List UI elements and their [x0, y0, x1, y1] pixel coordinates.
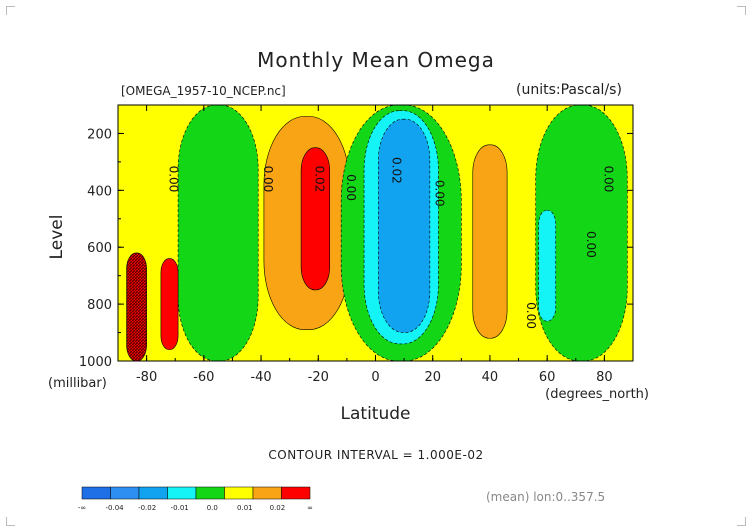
colorbar-label: 0.01 — [237, 504, 253, 512]
colorbar-swatch — [224, 486, 254, 500]
corner-mark-top-right — [737, 6, 746, 15]
x-axis-units: (degrees_north) — [545, 387, 649, 402]
y-axis-units: (millibar) — [48, 376, 107, 391]
descent_core_south — [300, 147, 331, 291]
ascent_band_midlat_north — [535, 105, 628, 361]
contour-label: 0.00 — [344, 174, 358, 201]
contour-label: 0.02 — [390, 157, 404, 184]
x-tick-label: -20 — [308, 370, 329, 385]
colorbar-label: 0.02 — [270, 504, 286, 512]
x-tick-label: -60 — [193, 370, 214, 385]
file-label: [OMEGA_1957-10_NCEP.nc] — [121, 84, 286, 98]
x-tick-label: -80 — [136, 370, 157, 385]
contour-label: 0.00 — [261, 166, 275, 193]
corner-mark-bottom-left — [6, 517, 15, 526]
descent_polar_south — [160, 258, 179, 350]
mean-longitude-note: (mean) lon:0..357.5 — [486, 490, 606, 504]
colorbar-swatch — [252, 486, 282, 500]
y-tick-label: 800 — [87, 298, 112, 313]
y-tick-label: 600 — [87, 241, 112, 256]
x-tick-label: 0 — [371, 370, 379, 385]
colorbar-label: 0.0 — [207, 504, 218, 512]
x-tick-label: 20 — [424, 370, 441, 385]
y-tick-label: 400 — [87, 184, 112, 199]
descent_polar_south_edge — [126, 252, 147, 361]
colorbar-swatch — [81, 486, 111, 500]
corner-mark-bottom-right — [737, 517, 746, 526]
colorbar-label: -0.04 — [106, 504, 125, 512]
contour-interval-note: CONTOUR INTERVAL = 1.000E-02 — [268, 448, 484, 462]
filled-contours — [118, 105, 633, 361]
contour-label: 0.00 — [601, 166, 615, 193]
colorbar-swatch — [138, 486, 168, 500]
colorbar-label: ∞ — [307, 504, 313, 512]
contour-label: 0.00 — [524, 302, 538, 329]
units-label: (units:Pascal/s) — [516, 82, 622, 98]
contour-label: 0.02 — [312, 166, 326, 193]
colorbar-label: -∞ — [78, 504, 86, 512]
x-tick-label: 80 — [596, 370, 613, 385]
colorbar-swatch — [110, 486, 140, 500]
descent_cell_north — [472, 144, 508, 339]
contour-label: 0.00 — [167, 166, 181, 193]
y-axis-label: Level — [47, 215, 67, 260]
chart-title: Monthly Mean Omega — [257, 48, 495, 72]
x-tick-label: 60 — [539, 370, 556, 385]
x-tick-label: -40 — [250, 370, 271, 385]
ascent_max_equatorial — [378, 118, 431, 333]
contour-label: 0.00 — [584, 231, 598, 258]
colorbar-swatch — [281, 486, 311, 500]
colorbar-swatch — [167, 486, 197, 500]
corner-mark-top-left — [6, 6, 15, 15]
x-axis-label: Latitude — [341, 404, 411, 424]
ascent_band_midlat_south — [177, 105, 259, 361]
ascent_core_north — [538, 209, 557, 322]
colorbar-swatch — [195, 486, 225, 500]
y-tick-label: 200 — [87, 127, 112, 142]
contour-label: 0.00 — [433, 180, 447, 207]
y-tick-label: 1000 — [79, 355, 112, 370]
colorbar-label: -0.01 — [171, 504, 189, 512]
colorbar-label: -0.02 — [138, 504, 156, 512]
x-tick-label: 40 — [482, 370, 499, 385]
